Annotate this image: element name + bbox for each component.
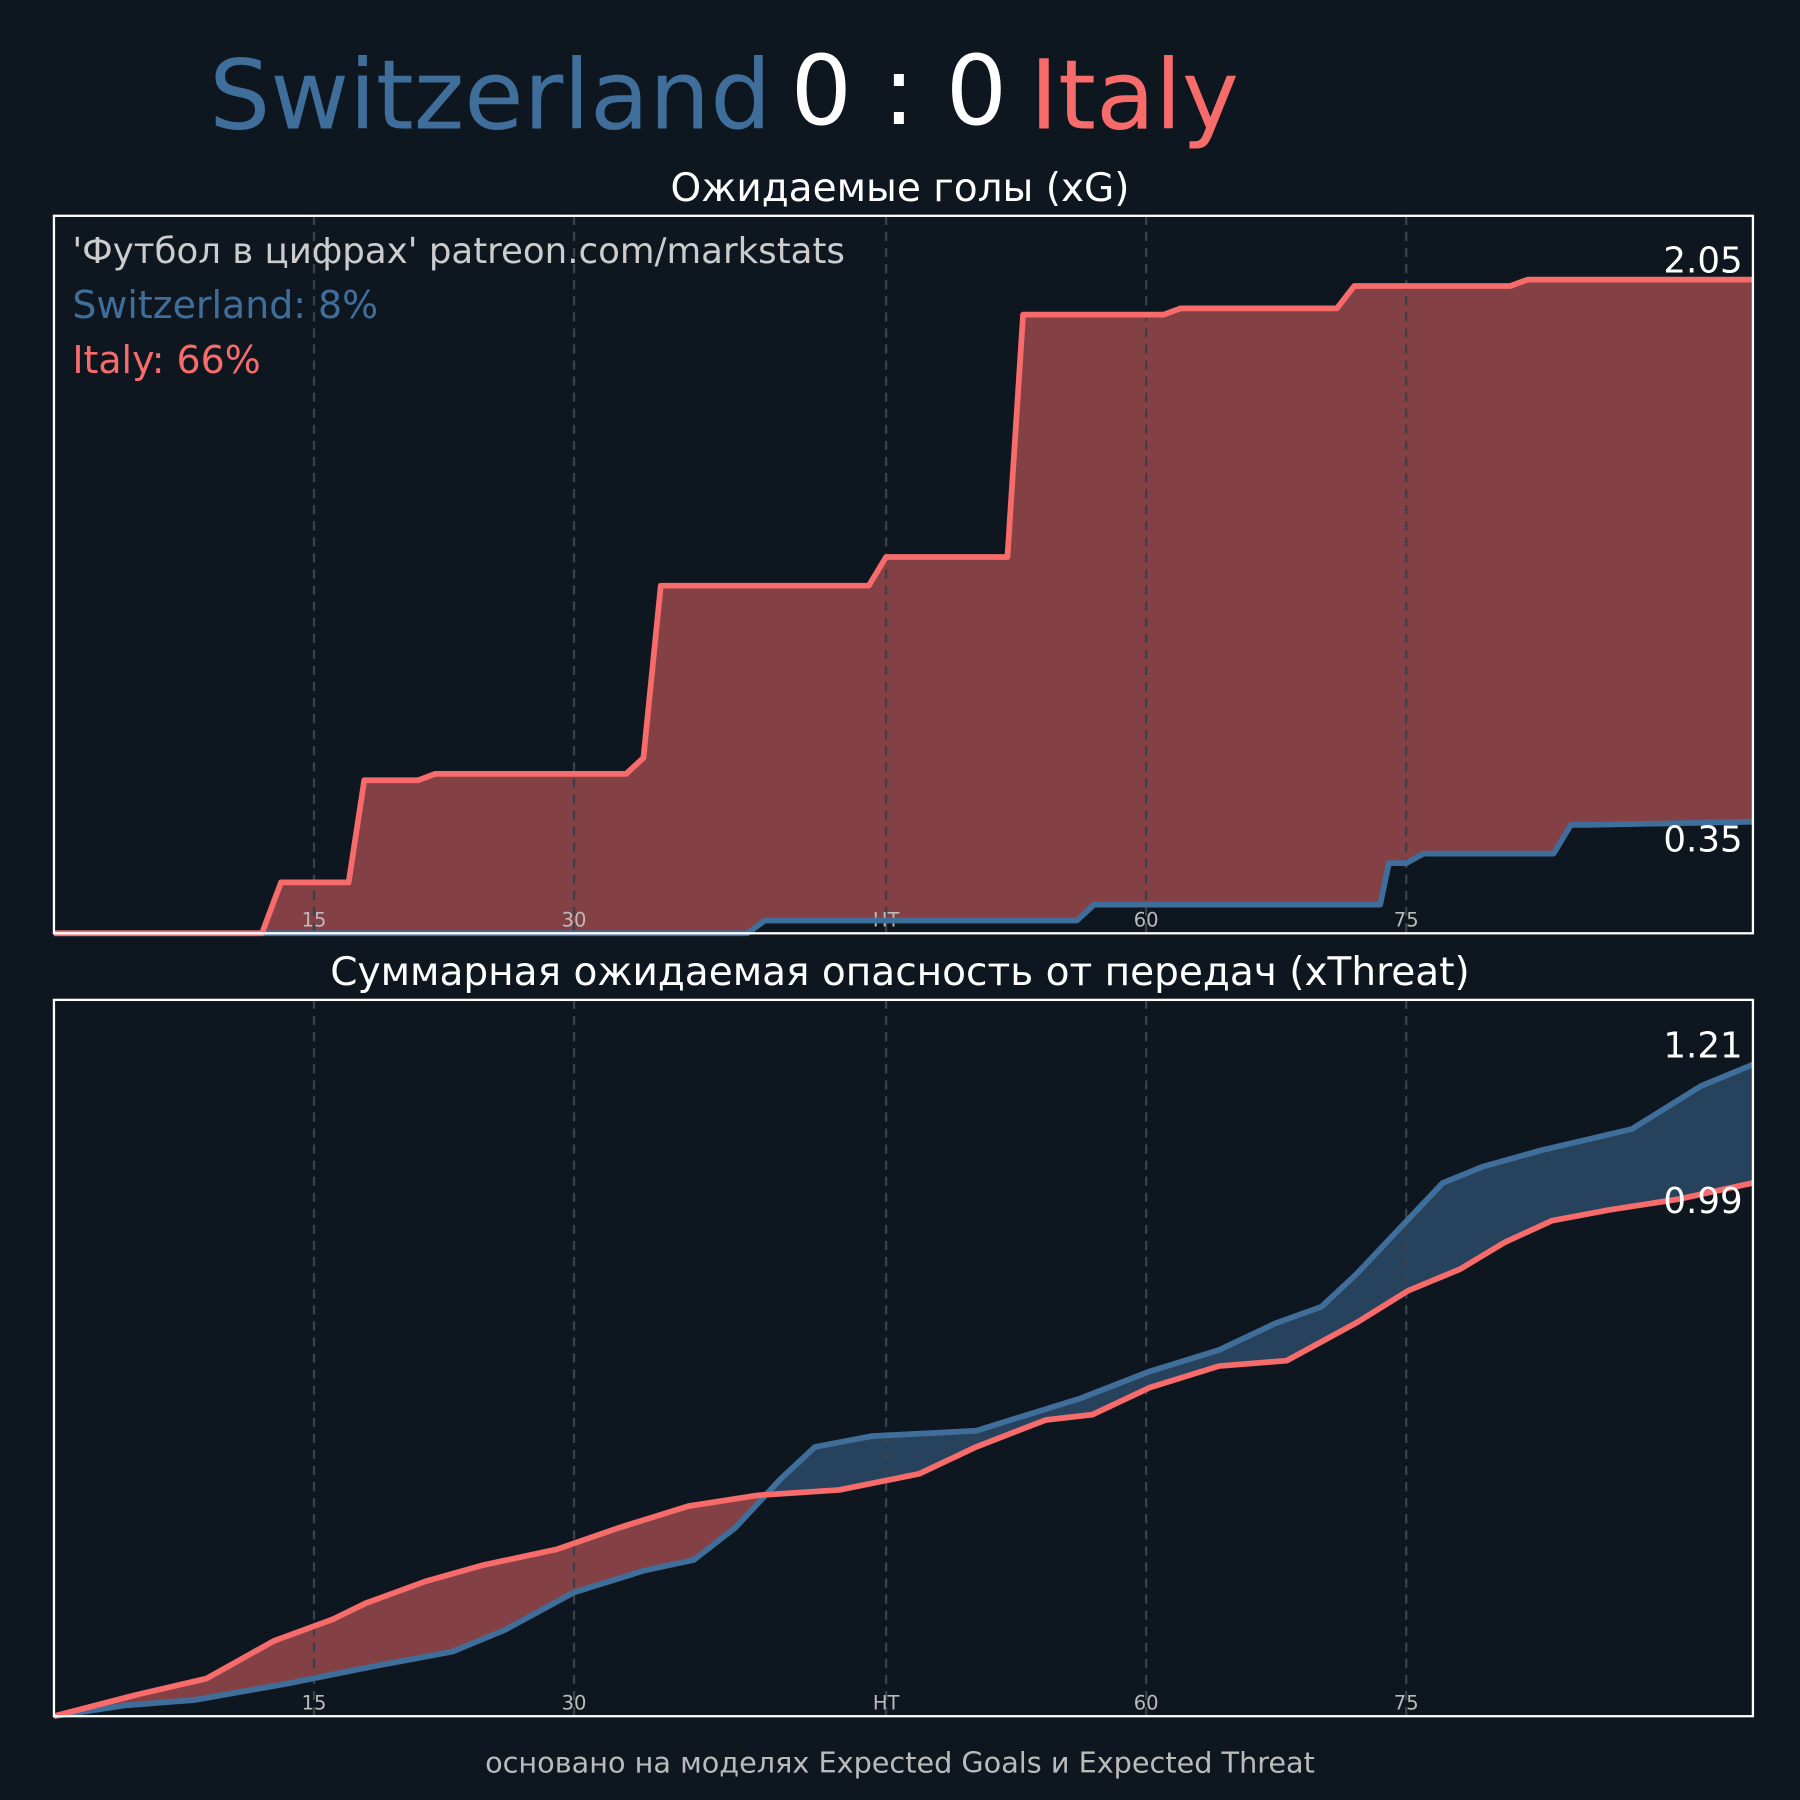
chart-subtitle: Ожидаемые голы (xG) [670,166,1129,211]
away-team: Italy [1030,40,1239,152]
annotation: Italy: 66% [72,338,260,382]
x-tick-label: 75 [1394,908,1419,931]
series-line [53,1061,1755,1720]
x-tick-label: 15 [302,1691,327,1714]
x-tick-label: 30 [562,908,587,931]
plot-frame [52,998,1755,1718]
footer: основано на моделях Expected Goals и Exp… [485,1745,1315,1779]
x-tick-label: 60 [1134,908,1159,931]
plot-frame [52,214,1755,935]
x-tick-label: 30 [562,1691,587,1714]
annotation: 'Футбол в цифрах' patreon.com/markstats [72,231,845,272]
annotation: Switzerland: 8% [72,283,378,327]
x-tick-label: 15 [302,908,327,931]
x-tick-label: HT [873,1691,900,1714]
x-tick-label: 75 [1394,1691,1419,1714]
score: 0 : 0 [791,35,1007,147]
home-team: Switzerland [209,40,771,152]
series-line [53,1180,1754,1719]
end-value-label: 0.35 [1663,820,1742,861]
chart-subtitle: Суммарная ожидаемая опасность от передач… [330,950,1469,995]
end-value-label: 1.21 [1663,1026,1742,1067]
x-tick-label: 60 [1134,1691,1159,1714]
series-line [53,276,1753,937]
lead-area [53,279,1753,934]
end-value-label: 2.05 [1663,241,1742,282]
series-line [53,818,1753,937]
end-value-label: 0.99 [1663,1181,1742,1222]
